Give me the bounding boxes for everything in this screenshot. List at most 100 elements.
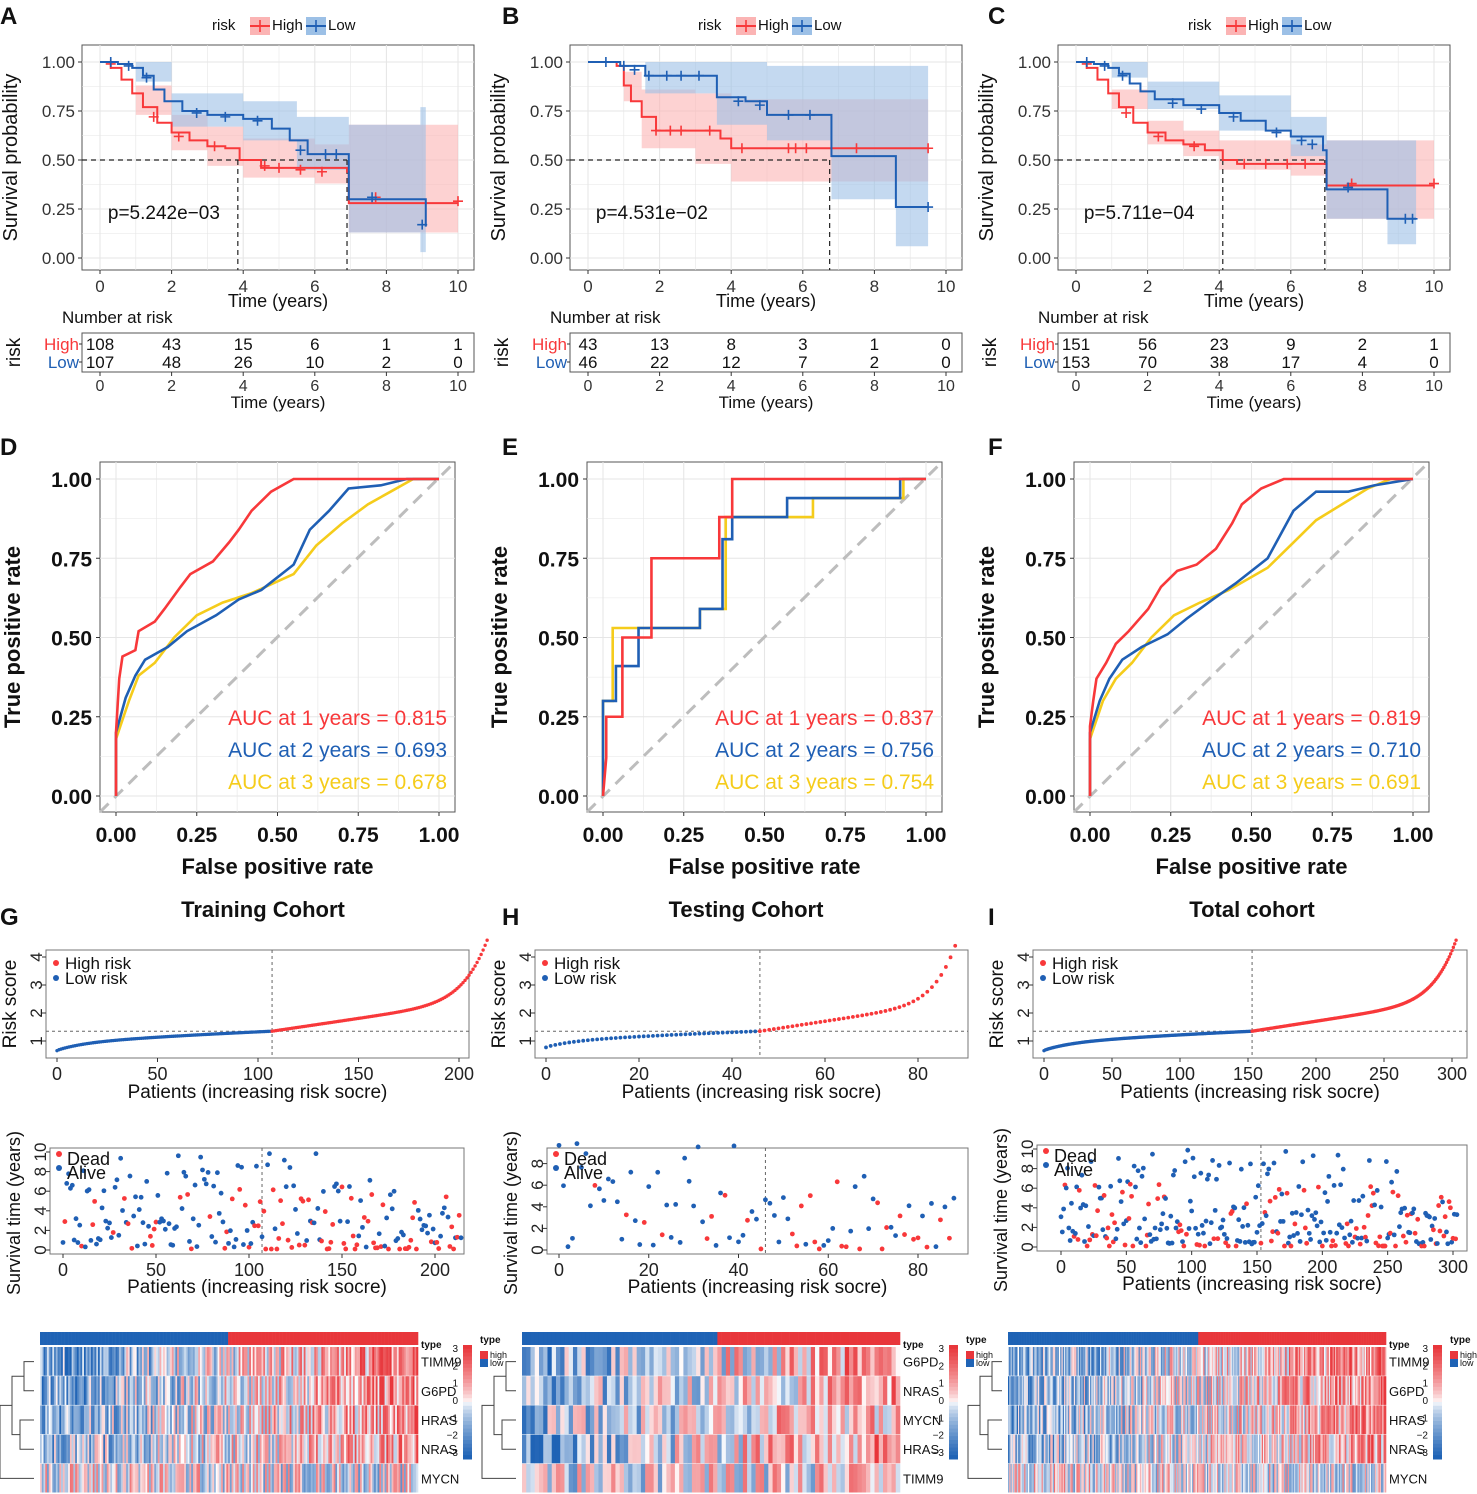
type-bar-cell xyxy=(396,1332,399,1345)
dead-point xyxy=(879,1246,885,1252)
heatmap-cell xyxy=(1016,1347,1019,1376)
heatmap-cell xyxy=(1035,1376,1037,1405)
heatmap-cell xyxy=(1270,1376,1272,1405)
heatmap-cell xyxy=(55,1347,58,1376)
type-bar-cell xyxy=(1346,1332,1348,1345)
alive-point xyxy=(88,1237,94,1243)
heatmap-cell xyxy=(649,1434,654,1464)
heatmap-cell xyxy=(356,1434,359,1464)
y-tick-label: 0.25 xyxy=(538,707,579,730)
heatmap-cell xyxy=(708,1376,714,1405)
heatmap-cell xyxy=(409,1347,412,1376)
risk-count: 1 xyxy=(382,335,391,354)
heatmap-cell xyxy=(219,1463,222,1493)
heatmap-cell xyxy=(156,1434,159,1464)
x-axis-title: Time (years) xyxy=(716,291,816,311)
legend-label: High xyxy=(758,17,789,34)
color-scale-label: 0 xyxy=(938,1396,944,1407)
alive-point xyxy=(1065,1165,1070,1171)
dead-point xyxy=(1438,1194,1444,1200)
type-bar-cell xyxy=(1051,1332,1054,1345)
dead-point xyxy=(938,1217,943,1223)
low-risk-point xyxy=(734,1030,739,1035)
type-bar-cell xyxy=(1240,1332,1243,1345)
censor-mark xyxy=(1196,104,1207,115)
heatmap-cell xyxy=(1068,1347,1071,1376)
heatmap-cell xyxy=(1213,1405,1215,1435)
heatmap-cell xyxy=(41,1463,44,1493)
heatmap-cell xyxy=(198,1463,201,1493)
risk-x-tick-label: 10 xyxy=(937,378,955,395)
heatmap-cell xyxy=(1306,1376,1308,1405)
heatmap-cell xyxy=(1347,1347,1349,1376)
alive-point xyxy=(1407,1230,1413,1236)
type-bar-cell xyxy=(261,1332,264,1345)
heatmap-cell xyxy=(1092,1405,1095,1435)
type-bar-cell xyxy=(1015,1332,1018,1345)
dead-point xyxy=(300,1198,306,1204)
heatmap-cell xyxy=(772,1347,778,1376)
heatmap-cell xyxy=(384,1347,387,1376)
heatmap-cell xyxy=(400,1347,403,1376)
heatmap-cell xyxy=(1008,1405,1010,1435)
heatmap-cell xyxy=(300,1434,303,1464)
heatmap-cell xyxy=(191,1376,194,1405)
heatmap-cell xyxy=(1193,1376,1195,1405)
heatmap-cell xyxy=(1200,1347,1203,1376)
color-scale-step xyxy=(463,1413,472,1418)
heatmap-cell xyxy=(1187,1405,1189,1435)
type-bar-cell xyxy=(219,1332,222,1345)
heatmap-cell xyxy=(738,1405,744,1435)
heatmap-cell xyxy=(734,1463,739,1493)
heatmap-cell xyxy=(1356,1376,1358,1405)
alive-point xyxy=(1322,1190,1328,1196)
heatmap-cell xyxy=(402,1376,405,1405)
high-risk-point xyxy=(832,1017,837,1022)
heatmap-cell xyxy=(1233,1405,1235,1435)
heatmap-cell xyxy=(1122,1347,1124,1376)
heatmap-cell xyxy=(1276,1347,1279,1376)
heatmap-cell xyxy=(245,1434,248,1464)
type-bar-cell xyxy=(721,1332,727,1345)
type-bar-cell xyxy=(594,1332,599,1345)
x-tick-label: 2 xyxy=(655,277,664,296)
heatmap-cell xyxy=(229,1347,232,1376)
heatmap-cell xyxy=(201,1463,204,1493)
heatmap-cell xyxy=(793,1347,799,1376)
heatmap-cell xyxy=(793,1434,799,1464)
heatmap-cell xyxy=(1070,1347,1072,1376)
alive-point xyxy=(1131,1163,1137,1169)
heatmap-cell xyxy=(396,1434,399,1464)
auc-label-1-years: AUC at 1 years = 0.819 xyxy=(1202,707,1421,730)
heatmap-cell xyxy=(80,1376,83,1405)
type-bar-cell xyxy=(78,1332,81,1345)
alive-point xyxy=(419,1227,425,1233)
heatmap-cell xyxy=(1282,1347,1285,1376)
heatmap-cell xyxy=(742,1405,748,1435)
type-bar-cell xyxy=(1133,1332,1136,1345)
heatmap-cell xyxy=(342,1434,345,1464)
heatmap-cell xyxy=(891,1347,897,1376)
heatmap-cell xyxy=(127,1347,130,1376)
type-bar-cell xyxy=(615,1332,620,1345)
type-bar-cell xyxy=(293,1332,296,1345)
heatmap-cell xyxy=(359,1347,363,1376)
type-bar-cell xyxy=(1336,1332,1338,1345)
y-tick-label: 6 xyxy=(528,1180,547,1189)
censor-mark xyxy=(629,64,640,75)
heatmap-cell xyxy=(598,1405,603,1435)
heatmap-cell xyxy=(751,1347,756,1376)
type-bar-cell xyxy=(738,1332,744,1345)
heatmap-cell xyxy=(381,1434,384,1464)
heatmap-cell xyxy=(1221,1347,1224,1376)
alive-point xyxy=(417,1216,423,1222)
type-bar-cell xyxy=(324,1332,327,1345)
heatmap-cell xyxy=(1351,1376,1353,1405)
type-bar-cell xyxy=(1095,1332,1097,1345)
heatmap-cell xyxy=(1036,1405,1039,1435)
alive-point xyxy=(1338,1182,1344,1188)
type-bar-cell xyxy=(368,1332,371,1345)
heatmap-cell xyxy=(337,1347,340,1376)
alive-point xyxy=(107,1220,112,1226)
dead-point xyxy=(1370,1190,1376,1196)
